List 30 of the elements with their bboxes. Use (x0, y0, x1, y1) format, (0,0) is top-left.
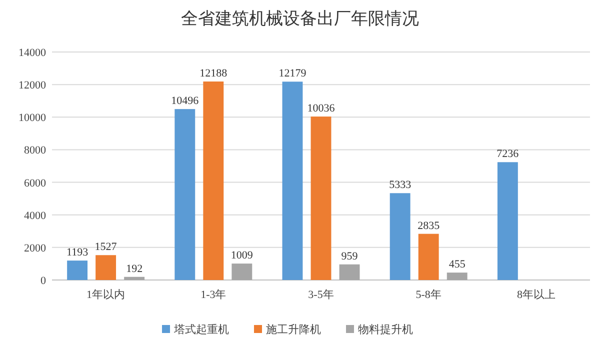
data-label: 5333 (389, 179, 412, 192)
xtick: 5-8年 (416, 289, 442, 301)
xtick: 1-3年 (200, 289, 226, 301)
data-label: 12188 (200, 68, 228, 80)
legend-label: 塔式起重机 (174, 324, 229, 336)
ytick: 14000 (18, 47, 46, 59)
ytick: 4000 (24, 210, 46, 222)
data-label: 192 (126, 262, 143, 275)
xtick: 1年以内 (86, 289, 126, 301)
data-label: 10036 (307, 102, 335, 115)
xtick: 8年以上 (516, 289, 556, 301)
legend-label: 施工升降机 (266, 324, 321, 336)
legend-label: 物料提升机 (358, 324, 413, 336)
data-label: 1193 (66, 246, 88, 259)
data-label: 7236 (496, 148, 519, 160)
title: 全省建筑机械设备出厂年限情况 (181, 9, 419, 28)
data-label: 10496 (171, 95, 199, 108)
ytick: 8000 (24, 144, 46, 157)
data-label: 959 (341, 250, 358, 262)
data-label: 455 (448, 258, 466, 271)
ytick: 6000 (24, 177, 46, 190)
xtick: 3-5年 (308, 289, 334, 301)
ytick: 12000 (18, 80, 46, 92)
data-label: 1009 (230, 250, 253, 262)
data-label: 1527 (94, 241, 117, 254)
ytick: 2000 (24, 242, 46, 254)
ytick: 10000 (18, 112, 46, 124)
data-label: 2835 (418, 220, 440, 232)
ytick: 0 (40, 275, 46, 287)
data-label: 12179 (278, 68, 306, 80)
